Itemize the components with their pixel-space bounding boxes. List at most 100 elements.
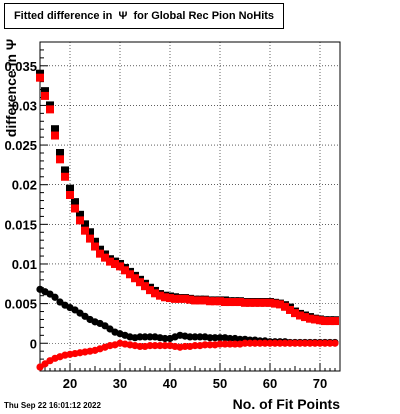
data-point-circle	[136, 342, 144, 351]
data-point-circle	[191, 333, 199, 341]
data-point-square	[271, 299, 279, 308]
data-point-square	[166, 294, 174, 303]
data-point-circle	[276, 339, 284, 347]
y-tick-label: 0.035	[4, 59, 37, 74]
data-point-circle	[301, 339, 309, 347]
data-point-circle	[181, 342, 189, 351]
y-tick-label: 0.025	[4, 138, 37, 153]
data-point-square	[191, 296, 199, 305]
data-point-square	[81, 220, 89, 229]
data-point-square	[71, 198, 79, 207]
data-point-square	[201, 296, 209, 305]
data-point-square	[216, 297, 224, 306]
data-point-circle	[281, 339, 289, 347]
data-point-square	[321, 317, 329, 326]
data-point-square	[301, 313, 309, 322]
data-point-square	[311, 315, 319, 324]
data-point-circle	[271, 339, 279, 347]
data-point-circle	[231, 340, 239, 348]
data-point-square	[36, 73, 44, 82]
data-point-circle	[241, 339, 249, 347]
data-point-circle	[316, 339, 324, 347]
data-point-square	[246, 298, 254, 307]
data-point-circle	[156, 342, 164, 350]
data-point-circle	[196, 333, 204, 341]
data-point-square	[41, 87, 49, 96]
data-point-circle	[221, 340, 229, 348]
data-point-square	[221, 298, 229, 307]
y-tick-label: 0.015	[4, 217, 37, 232]
data-point-circle	[191, 342, 199, 350]
data-point-square	[261, 298, 269, 307]
data-point-square	[91, 237, 99, 246]
data-point-circle	[206, 334, 214, 342]
data-point-circle	[256, 339, 264, 347]
y-tick-label: 0.005	[4, 297, 37, 312]
data-point-square	[176, 294, 184, 303]
data-point-circle	[306, 339, 314, 347]
data-point-square	[86, 234, 94, 243]
data-point-square	[76, 210, 84, 219]
data-point-square	[141, 282, 149, 291]
data-point-square	[111, 259, 119, 268]
data-point-square	[241, 298, 249, 307]
data-point-square	[276, 300, 284, 309]
data-point-circle	[201, 341, 209, 349]
data-point-circle	[261, 339, 269, 347]
data-point-square	[131, 274, 139, 283]
data-point-circle	[216, 334, 224, 342]
data-point-square	[171, 294, 179, 303]
data-point-square	[51, 125, 59, 134]
x-axis-label: No. of Fit Points	[232, 396, 340, 412]
x-tick-label: 40	[163, 376, 177, 391]
y-tick-label: 0.03	[12, 98, 37, 113]
x-tick-label: 30	[113, 376, 127, 391]
data-point-circle	[246, 339, 254, 347]
data-point-square	[126, 270, 134, 279]
data-point-square	[326, 317, 334, 326]
data-point-circle	[291, 339, 299, 347]
data-point-square	[266, 298, 274, 307]
x-tick-label: 60	[263, 376, 277, 391]
data-point-square	[236, 298, 244, 307]
data-point-circle	[226, 340, 234, 348]
data-point-square	[196, 296, 204, 305]
data-point-square	[231, 298, 239, 307]
x-tick-label: 20	[63, 376, 77, 391]
data-point-square	[121, 266, 129, 275]
y-tick-label: 0	[30, 336, 37, 351]
x-tick-label: 70	[313, 376, 327, 391]
data-point-circle	[161, 334, 169, 343]
data-point-square	[181, 294, 189, 303]
data-point-square	[256, 298, 264, 307]
data-point-square	[66, 191, 74, 200]
data-point-square	[51, 131, 59, 140]
data-point-square	[251, 298, 259, 307]
data-point-circle	[226, 334, 234, 343]
data-point-circle	[286, 339, 294, 347]
data-point-square	[286, 305, 294, 314]
data-point-circle	[321, 339, 329, 347]
data-point-square	[161, 293, 169, 302]
plot-frame	[39, 41, 341, 372]
data-point-square	[156, 291, 164, 300]
data-point-square	[316, 316, 324, 325]
data-point-square	[86, 228, 94, 237]
data-point-circle	[151, 342, 159, 350]
data-point-square	[306, 314, 314, 323]
y-tick-label: 0.01	[12, 257, 37, 272]
data-point-square	[206, 297, 214, 306]
y-tick-label: 0.02	[12, 178, 37, 193]
chart-title: Fitted difference in Ψ for Global Rec Pi…	[4, 3, 284, 29]
data-point-circle	[146, 333, 154, 341]
date-stamp: Thu Sep 22 16:01:12 2022	[4, 401, 101, 410]
data-point-circle	[186, 333, 194, 341]
data-point-square	[71, 204, 79, 213]
data-point-circle	[216, 340, 224, 348]
data-point-square	[46, 105, 54, 114]
data-point-circle	[136, 333, 144, 341]
data-point-square	[76, 216, 84, 225]
data-point-square	[146, 286, 154, 295]
data-point-square	[61, 172, 69, 181]
